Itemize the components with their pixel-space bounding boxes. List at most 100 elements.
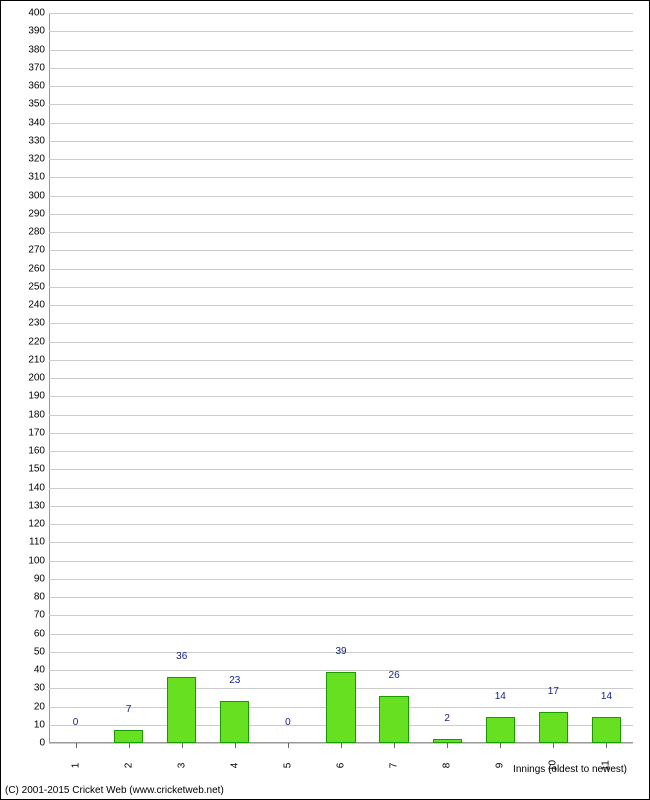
gridline bbox=[49, 214, 633, 215]
y-tick-label: 330 bbox=[17, 135, 45, 146]
gridline bbox=[49, 634, 633, 635]
y-tick-label: 140 bbox=[17, 482, 45, 493]
y-tick-label: 380 bbox=[17, 44, 45, 55]
x-tick-mark bbox=[447, 743, 448, 748]
x-tick-label: 5 bbox=[282, 763, 293, 769]
y-tick-label: 170 bbox=[17, 427, 45, 438]
x-tick-mark bbox=[394, 743, 395, 748]
x-tick-label: 9 bbox=[495, 763, 506, 769]
x-tick-mark bbox=[553, 743, 554, 748]
x-axis-title: Innings (oldest to newest) bbox=[513, 764, 627, 775]
gridline bbox=[49, 196, 633, 197]
y-tick-label: 80 bbox=[17, 592, 45, 603]
gridline bbox=[49, 615, 633, 616]
gridline bbox=[49, 250, 633, 251]
gridline bbox=[49, 488, 633, 489]
gridline bbox=[49, 433, 633, 434]
gridline bbox=[49, 360, 633, 361]
gridline bbox=[49, 86, 633, 87]
gridline bbox=[49, 524, 633, 525]
bar-value-label: 26 bbox=[389, 670, 400, 683]
gridline bbox=[49, 323, 633, 324]
gridline bbox=[49, 378, 633, 379]
plot-area: 0102030405060708090100110120130140150160… bbox=[49, 13, 633, 743]
y-tick-label: 310 bbox=[17, 172, 45, 183]
y-tick-label: 30 bbox=[17, 683, 45, 694]
y-tick-label: 200 bbox=[17, 373, 45, 384]
y-tick-label: 40 bbox=[17, 665, 45, 676]
bar-value-label: 2 bbox=[444, 713, 450, 726]
bar-value-label: 14 bbox=[601, 691, 612, 704]
bar bbox=[486, 717, 515, 743]
footer-copyright: (C) 2001-2015 Cricket Web (www.cricketwe… bbox=[5, 785, 224, 796]
x-tick-label: 1 bbox=[70, 763, 81, 769]
y-tick-label: 350 bbox=[17, 99, 45, 110]
y-tick-label: 50 bbox=[17, 646, 45, 657]
gridline bbox=[49, 269, 633, 270]
gridline bbox=[49, 396, 633, 397]
y-tick-label: 120 bbox=[17, 519, 45, 530]
bar-value-label: 14 bbox=[495, 691, 506, 704]
x-tick-label: 6 bbox=[336, 763, 347, 769]
bar bbox=[167, 677, 196, 743]
bar bbox=[114, 730, 143, 743]
gridline bbox=[49, 13, 633, 14]
y-tick-label: 360 bbox=[17, 81, 45, 92]
gridline bbox=[49, 506, 633, 507]
y-tick-label: 60 bbox=[17, 628, 45, 639]
gridline bbox=[49, 141, 633, 142]
y-tick-label: 20 bbox=[17, 701, 45, 712]
y-tick-label: 370 bbox=[17, 62, 45, 73]
x-tick-mark bbox=[182, 743, 183, 748]
y-tick-label: 290 bbox=[17, 208, 45, 219]
x-tick-mark bbox=[341, 743, 342, 748]
bar-value-label: 0 bbox=[285, 717, 291, 730]
x-tick-mark bbox=[235, 743, 236, 748]
y-tick-label: 180 bbox=[17, 409, 45, 420]
x-tick-label: 3 bbox=[176, 763, 187, 769]
gridline bbox=[49, 104, 633, 105]
bar bbox=[326, 672, 355, 743]
y-tick-label: 270 bbox=[17, 245, 45, 256]
bar-value-label: 17 bbox=[548, 686, 559, 699]
gridline bbox=[49, 305, 633, 306]
gridline bbox=[49, 50, 633, 51]
x-tick-mark bbox=[288, 743, 289, 748]
y-tick-label: 110 bbox=[17, 537, 45, 548]
gridline bbox=[49, 415, 633, 416]
y-tick-label: 70 bbox=[17, 610, 45, 621]
gridline bbox=[49, 579, 633, 580]
x-tick-mark bbox=[76, 743, 77, 748]
y-tick-label: 130 bbox=[17, 500, 45, 511]
y-tick-label: 90 bbox=[17, 573, 45, 584]
x-tick-label: 4 bbox=[229, 763, 240, 769]
y-tick-label: 100 bbox=[17, 555, 45, 566]
y-tick-label: 210 bbox=[17, 354, 45, 365]
y-tick-label: 280 bbox=[17, 227, 45, 238]
y-tick-label: 150 bbox=[17, 464, 45, 475]
y-tick-label: 10 bbox=[17, 719, 45, 730]
y-tick-label: 240 bbox=[17, 300, 45, 311]
bar-value-label: 0 bbox=[73, 717, 79, 730]
gridline bbox=[49, 123, 633, 124]
bar-value-label: 23 bbox=[229, 675, 240, 688]
x-tick-label: 7 bbox=[389, 763, 400, 769]
gridline bbox=[49, 469, 633, 470]
y-tick-label: 190 bbox=[17, 391, 45, 402]
gridline bbox=[49, 597, 633, 598]
x-tick-mark bbox=[129, 743, 130, 748]
y-tick-label: 390 bbox=[17, 26, 45, 37]
chart-frame: 0102030405060708090100110120130140150160… bbox=[0, 0, 650, 800]
gridline bbox=[49, 159, 633, 160]
gridline bbox=[49, 542, 633, 543]
y-tick-label: 230 bbox=[17, 318, 45, 329]
bar bbox=[379, 696, 408, 743]
x-tick-mark bbox=[500, 743, 501, 748]
gridline bbox=[49, 451, 633, 452]
gridline bbox=[49, 68, 633, 69]
gridline bbox=[49, 177, 633, 178]
bar-value-label: 7 bbox=[126, 704, 132, 717]
y-tick-label: 160 bbox=[17, 446, 45, 457]
x-tick-label: 8 bbox=[442, 763, 453, 769]
x-tick-label: 2 bbox=[123, 763, 134, 769]
